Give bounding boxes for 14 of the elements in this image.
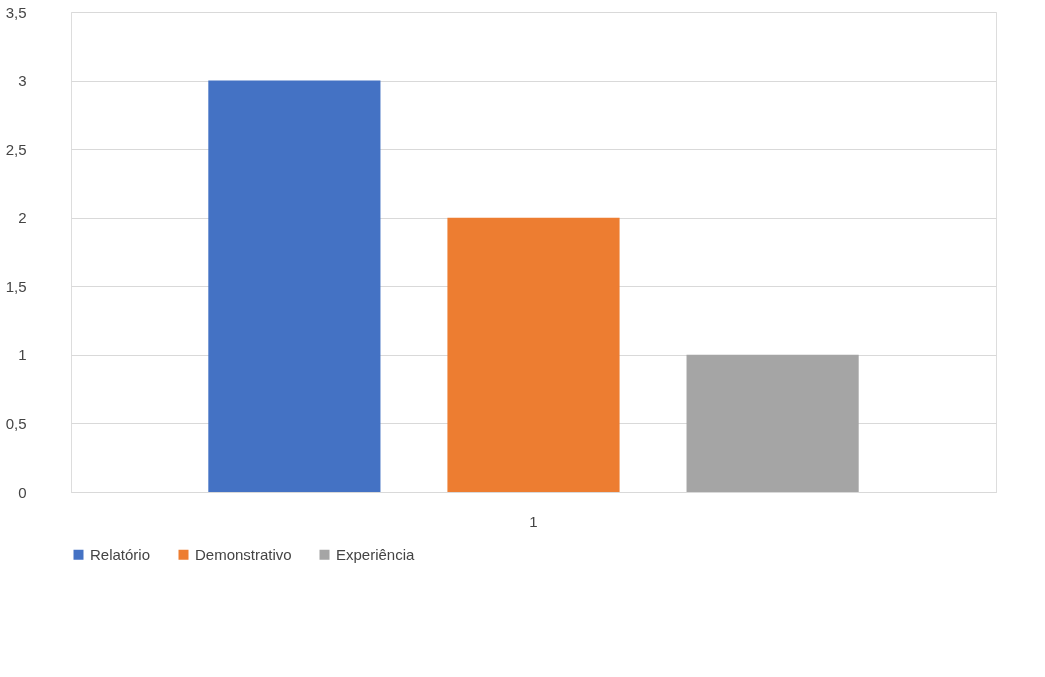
y-tick-label: 1: [18, 346, 27, 364]
y-tick-label: 2: [18, 209, 27, 227]
bar: [686, 354, 859, 492]
y-tick-label: 0: [18, 483, 27, 501]
y-tick-label: 3: [18, 72, 27, 90]
y-tick-label: 0,5: [5, 414, 27, 432]
legend-label: Relatório: [90, 545, 151, 563]
legend-label: Demonstrativo: [195, 545, 292, 563]
bar: [208, 80, 381, 492]
bar: [447, 217, 620, 492]
y-tick-label: 3,5: [5, 3, 27, 21]
y-tick-label: 2,5: [5, 140, 27, 158]
legend-label: Experiência: [336, 545, 416, 563]
y-tick-label: 1,5: [5, 277, 27, 295]
